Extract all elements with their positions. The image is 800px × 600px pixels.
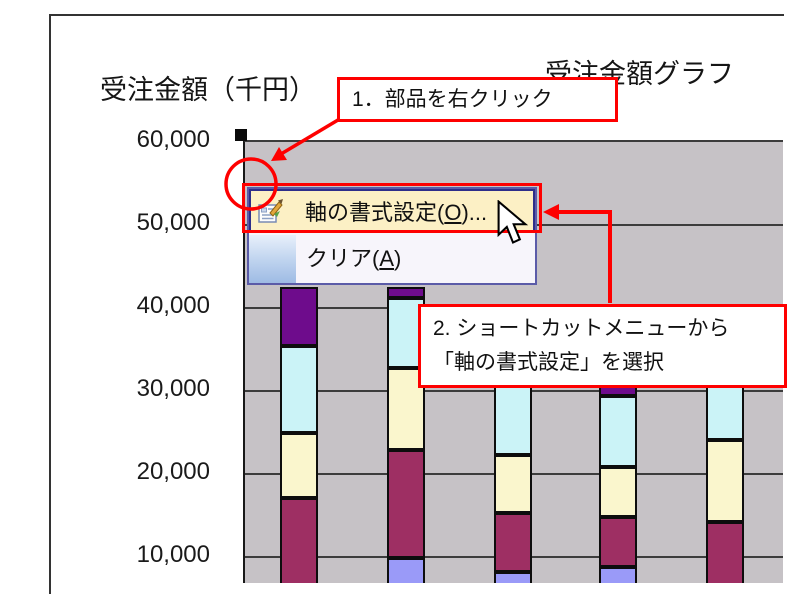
y-axis-label: 10,000	[136, 541, 210, 568]
bar-segment-cyan[interactable]	[599, 396, 637, 467]
y-axis-label: 30,000	[136, 375, 210, 402]
annotation-step2-line2: 「軸の書式設定」を選択	[433, 351, 664, 374]
y-axis-label: 60,000	[136, 126, 210, 153]
bar-segment-maroon[interactable]	[599, 517, 637, 567]
bar-segment-lavender[interactable]	[387, 558, 425, 583]
chart-border-top	[49, 14, 784, 16]
bar-segment-lavender[interactable]	[599, 567, 637, 583]
bar-segment-maroon[interactable]	[706, 522, 744, 583]
annotation-step2-box: 2. ショートカットメニューから 「軸の書式設定」を選択	[418, 304, 787, 388]
bar-segment-purple[interactable]	[387, 287, 425, 298]
y-axis-label: 50,000	[136, 209, 210, 236]
bar-segment-maroon[interactable]	[280, 498, 318, 583]
bar-segment-yellow[interactable]	[494, 455, 532, 513]
chart-border-left	[49, 14, 51, 594]
y-axis-label: 20,000	[136, 458, 210, 485]
bar-segment-maroon[interactable]	[387, 450, 425, 558]
menu-gradient-strip	[249, 235, 296, 283]
bar-segment-yellow[interactable]	[706, 440, 744, 522]
bar-segment-yellow[interactable]	[280, 433, 318, 498]
bar-segment-purple[interactable]	[280, 287, 318, 346]
bar-segment-lavender[interactable]	[494, 572, 532, 583]
value-axis-title: 受注金額（千円）	[100, 75, 316, 105]
axis-selection-handle	[235, 129, 247, 141]
annotation-step2-line1: 2. ショートカットメニューから	[433, 317, 730, 340]
annotation-highlight-rect	[242, 183, 542, 233]
bar-segment-cyan[interactable]	[280, 346, 318, 433]
bars-layer	[243, 140, 783, 583]
bar-segment-maroon[interactable]	[494, 513, 532, 572]
menu-item-format-axis-label: 軸の書式設定(O)...	[305, 200, 488, 225]
menu-item-clear-label: クリア(A)	[306, 246, 402, 271]
menu-item-clear[interactable]: クリア(A)	[249, 233, 535, 281]
bar-segment-yellow[interactable]	[599, 467, 637, 517]
context-menu: 軸の書式設定(O)... クリア(A)	[247, 187, 537, 285]
y-axis-label: 40,000	[136, 292, 210, 319]
annotation-step1-text: 1．部品を右クリック	[352, 88, 553, 111]
annotation-step1-box: 1．部品を右クリック	[337, 77, 618, 122]
